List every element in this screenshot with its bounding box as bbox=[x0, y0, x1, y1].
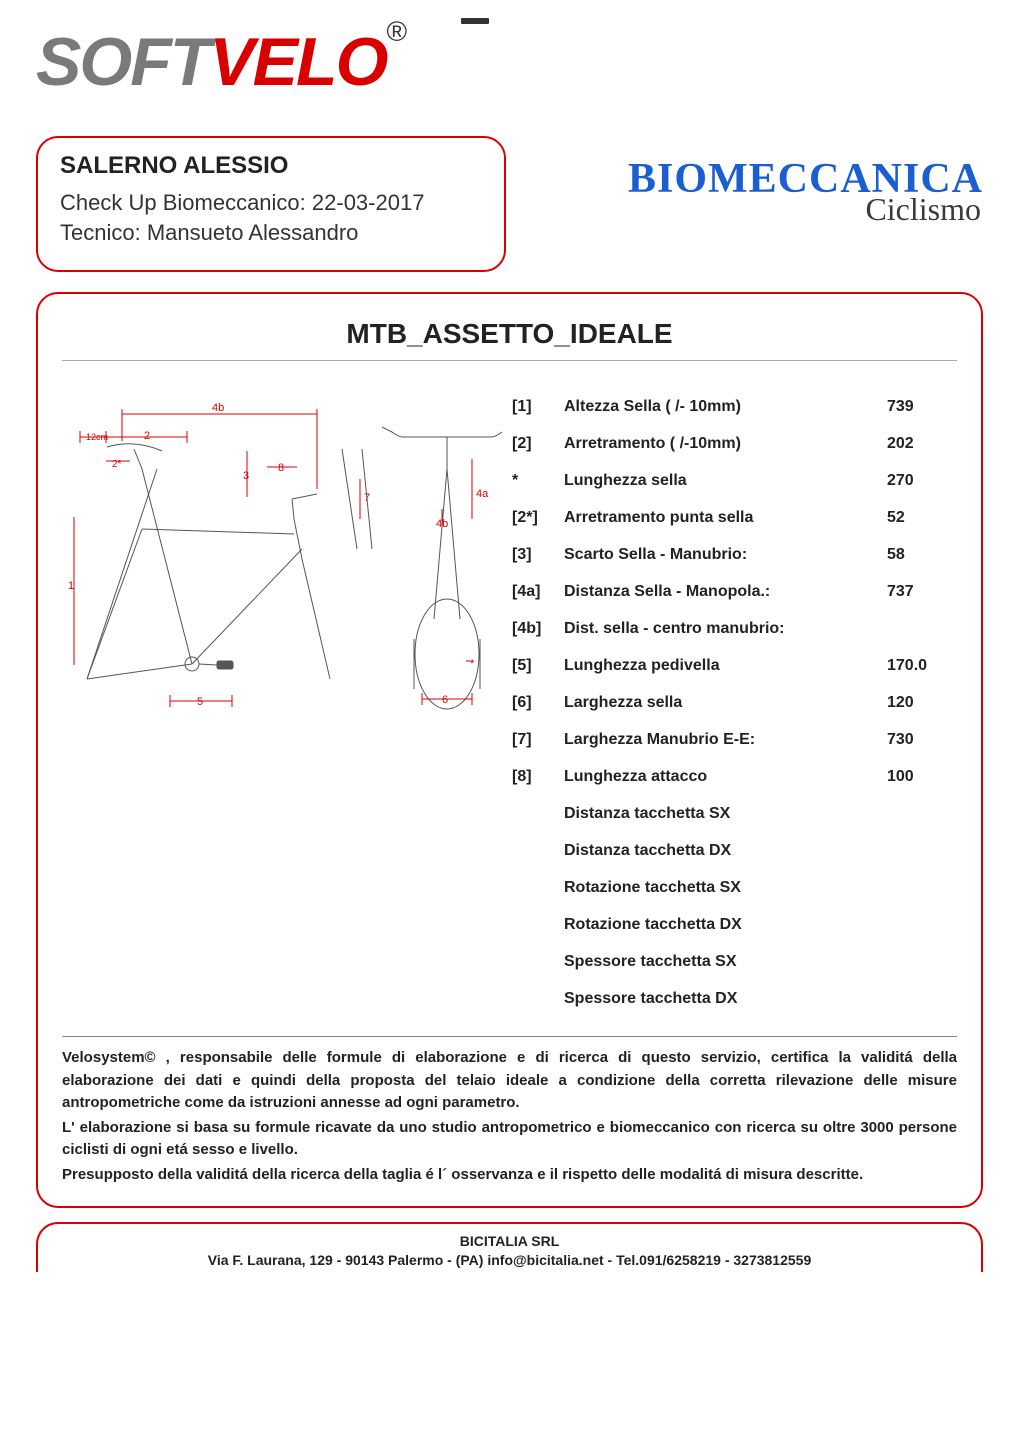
footer-box: BICITALIA SRL Via F. Laurana, 129 - 9014… bbox=[36, 1222, 983, 1272]
measurement-label: Spessore tacchetta SX bbox=[564, 953, 887, 971]
measurement-row: [4a]Distanza Sella - Manopola.:737 bbox=[512, 574, 957, 611]
measurement-row: *Lunghezza sella270 bbox=[512, 463, 957, 500]
section-title: MTB_ASSETTO_IDEALE bbox=[62, 318, 957, 361]
svg-text:4b: 4b bbox=[212, 402, 224, 414]
measurement-row: [5]Lunghezza pedivella170.0 bbox=[512, 648, 957, 685]
measurement-label: Rotazione tacchetta DX bbox=[564, 916, 887, 934]
svg-text:4a: 4a bbox=[476, 488, 489, 500]
measurement-key: [4a] bbox=[512, 583, 564, 601]
measurement-label: Lunghezza sella bbox=[564, 472, 887, 490]
logo-reg: ® bbox=[386, 16, 405, 47]
measurement-row: Rotazione tacchetta DX bbox=[512, 907, 957, 944]
svg-text:1: 1 bbox=[68, 580, 74, 592]
client-name: SALERNO ALESSIO bbox=[60, 152, 482, 180]
measurement-label: Lunghezza pedivella bbox=[564, 657, 887, 675]
measurement-key: [7] bbox=[512, 731, 564, 749]
checkup-line: Check Up Biomeccanico: 22-03-2017 bbox=[60, 190, 482, 216]
measurement-label: Lunghezza attacco bbox=[564, 768, 887, 786]
disclaimer-p3: Presupposto della validitá della ricerca… bbox=[62, 1164, 957, 1187]
svg-text:5: 5 bbox=[197, 696, 203, 708]
measurement-key: [8] bbox=[512, 768, 564, 786]
measurement-value: 739 bbox=[887, 398, 957, 416]
svg-text:6: 6 bbox=[442, 694, 448, 706]
svg-text:*: * bbox=[470, 658, 475, 670]
measurement-row: [4b]Dist. sella - centro manubrio: bbox=[512, 611, 957, 648]
measurement-value: 52 bbox=[887, 509, 957, 527]
measurement-row: [2*]Arretramento punta sella52 bbox=[512, 500, 957, 537]
measurement-key: [4b] bbox=[512, 620, 564, 638]
logo-part2: VELO bbox=[209, 24, 386, 100]
measurement-key: [6] bbox=[512, 694, 564, 712]
disclaimer-p1: Velosystem© , responsabile delle formule… bbox=[62, 1047, 957, 1115]
measurement-label: Distanza Sella - Manopola.: bbox=[564, 583, 887, 601]
measurement-label: Altezza Sella ( /- 10mm) bbox=[564, 398, 887, 416]
checkup-date: 22-03-2017 bbox=[312, 190, 425, 215]
measurement-label: Arretramento ( /-10mm) bbox=[564, 435, 887, 453]
measurement-row: Distanza tacchetta SX bbox=[512, 796, 957, 833]
measurement-key: [2] bbox=[512, 435, 564, 453]
svg-text:2*: 2* bbox=[112, 459, 122, 470]
tecnico-name: Mansueto Alessandro bbox=[147, 220, 359, 245]
measurement-row: [2]Arretramento ( /-10mm)202 bbox=[512, 426, 957, 463]
measurement-row: Spessore tacchetta DX bbox=[512, 981, 957, 1018]
measurement-label: Spessore tacchetta DX bbox=[564, 990, 887, 1008]
svg-text:2: 2 bbox=[144, 430, 150, 442]
measurement-label: Dist. sella - centro manubrio: bbox=[564, 620, 887, 638]
svg-text:8: 8 bbox=[278, 462, 284, 474]
measurement-value: 170.0 bbox=[887, 657, 957, 675]
softvelo-logo: SOFTVELO® bbox=[36, 28, 983, 96]
svg-text:12cm: 12cm bbox=[86, 432, 108, 442]
measurement-label: Distanza tacchetta SX bbox=[564, 805, 887, 823]
logo-part1: SOFT bbox=[36, 24, 209, 100]
measurement-label: Arretramento punta sella bbox=[564, 509, 887, 527]
bike-diagram: 4b 12cm 2 2* 3 8 1 5 bbox=[62, 389, 502, 729]
measurement-label: Larghezza Manubrio E-E: bbox=[564, 731, 887, 749]
measurements-table: [1]Altezza Sella ( /- 10mm)739[2]Arretra… bbox=[512, 389, 957, 1018]
disclaimer-text: Velosystem© , responsabile delle formule… bbox=[62, 1036, 957, 1186]
measurement-key: [3] bbox=[512, 546, 564, 564]
measurement-row: [7]Larghezza Manubrio E-E:730 bbox=[512, 722, 957, 759]
measurement-row: [6]Larghezza sella120 bbox=[512, 685, 957, 722]
measurement-key: [5] bbox=[512, 657, 564, 675]
measurement-label: Distanza tacchetta DX bbox=[564, 842, 887, 860]
footer-address: Via F. Laurana, 129 - 90143 Palermo - (P… bbox=[50, 1251, 969, 1270]
measurement-label: Larghezza sella bbox=[564, 694, 887, 712]
measurement-key: [2*] bbox=[512, 509, 564, 527]
svg-text:7: 7 bbox=[364, 492, 370, 504]
measurement-label: Rotazione tacchetta SX bbox=[564, 879, 887, 897]
client-info-box: SALERNO ALESSIO Check Up Biomeccanico: 2… bbox=[36, 136, 506, 272]
measurement-value: 120 bbox=[887, 694, 957, 712]
measurement-row: Rotazione tacchetta SX bbox=[512, 870, 957, 907]
measurement-row: Distanza tacchetta DX bbox=[512, 833, 957, 870]
measurement-row: [3]Scarto Sella - Manubrio:58 bbox=[512, 537, 957, 574]
measurement-row: [1]Altezza Sella ( /- 10mm)739 bbox=[512, 389, 957, 426]
measurement-value: 58 bbox=[887, 546, 957, 564]
measurement-label: Scarto Sella - Manubrio: bbox=[564, 546, 887, 564]
measurement-key: * bbox=[512, 472, 564, 490]
measurement-value: 737 bbox=[887, 583, 957, 601]
measurement-value: 100 bbox=[887, 768, 957, 786]
measurement-row: Spessore tacchetta SX bbox=[512, 944, 957, 981]
measurement-value: 730 bbox=[887, 731, 957, 749]
svg-text:4b: 4b bbox=[436, 518, 448, 530]
disclaimer-p2: L' elaborazione si basa su formule ricav… bbox=[62, 1117, 957, 1162]
biomeccanica-logo: BIOMECCANICA Ciclismo bbox=[546, 162, 983, 223]
measurements-box: MTB_ASSETTO_IDEALE bbox=[36, 292, 983, 1208]
tecnico-line: Tecnico: Mansueto Alessandro bbox=[60, 220, 482, 246]
footer-company: BICITALIA SRL bbox=[50, 1232, 969, 1251]
svg-text:3: 3 bbox=[243, 470, 249, 482]
measurement-value: 270 bbox=[887, 472, 957, 490]
measurement-row: [8]Lunghezza attacco100 bbox=[512, 759, 957, 796]
measurement-value: 202 bbox=[887, 435, 957, 453]
tecnico-label: Tecnico: bbox=[60, 220, 147, 245]
checkup-label: Check Up Biomeccanico: bbox=[60, 190, 312, 215]
measurement-key: [1] bbox=[512, 398, 564, 416]
